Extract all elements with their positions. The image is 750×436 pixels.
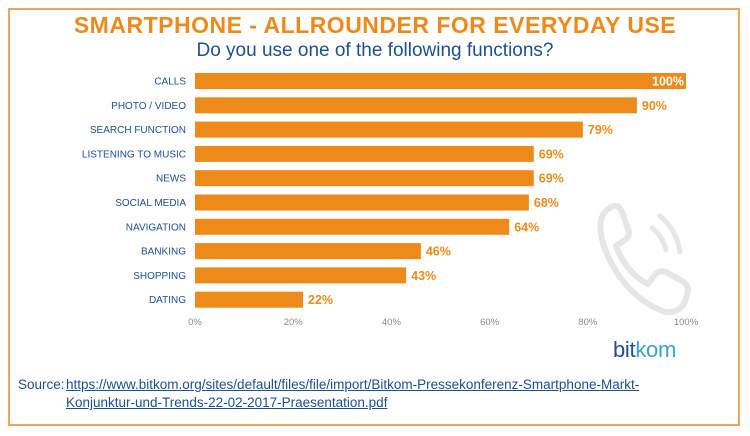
value-label: 79% xyxy=(588,123,613,137)
x-tick-label: 40% xyxy=(382,317,402,328)
category-label: BANKING xyxy=(141,247,186,258)
bar-0 xyxy=(195,73,686,89)
bar-6 xyxy=(195,218,510,235)
value-label: 22% xyxy=(308,293,333,307)
x-tick-label: 60% xyxy=(480,317,500,328)
phone-icon xyxy=(597,202,691,316)
source-label: Source: xyxy=(18,377,65,392)
chart-subtitle: Do you use one of the following function… xyxy=(196,40,554,61)
value-label: 68% xyxy=(534,196,559,210)
value-label: 69% xyxy=(539,147,564,161)
bar-5 xyxy=(195,194,529,211)
category-label: NAVIGATION xyxy=(126,222,186,233)
bar-1 xyxy=(195,97,637,114)
category-label: DATING xyxy=(149,295,186,306)
source-link[interactable]: https://www.bitkom.org/sites/default/fil… xyxy=(66,376,716,412)
source-link-line2: Konjunktur-und-Trends-22-02-2017-Praesen… xyxy=(66,395,388,410)
bar-9 xyxy=(195,291,304,308)
bitkom-logo: bitkom xyxy=(613,337,676,363)
logo-bit: bit xyxy=(613,337,636,362)
logo-kom: kom xyxy=(635,337,677,362)
category-label: CALLS xyxy=(154,77,186,88)
x-tick-label: 0% xyxy=(188,317,202,328)
value-label: 100% xyxy=(652,75,684,89)
chart-frame xyxy=(8,8,740,426)
value-label: 43% xyxy=(411,269,436,283)
category-label: SHOPPING xyxy=(133,271,186,282)
value-label: 69% xyxy=(539,172,564,186)
bar-4 xyxy=(195,170,534,187)
value-label: 90% xyxy=(642,99,667,113)
x-tick-label: 100% xyxy=(674,317,699,328)
chart-title: SMARTPHONE - ALLROUNDER FOR EVERYDAY USE xyxy=(73,12,677,38)
bar-7 xyxy=(195,243,421,260)
value-label: 46% xyxy=(426,245,451,259)
category-label: PHOTO / VIDEO xyxy=(111,101,186,112)
bar-3 xyxy=(195,145,534,162)
category-label: SOCIAL MEDIA xyxy=(115,198,186,209)
value-label: 64% xyxy=(514,220,539,234)
x-tick-label: 80% xyxy=(578,317,598,328)
bar-2 xyxy=(195,121,583,138)
bar-8 xyxy=(195,267,407,284)
category-label: NEWS xyxy=(156,174,186,185)
category-label: LISTENING TO MUSIC xyxy=(82,149,186,160)
source-link-line1: https://www.bitkom.org/sites/default/fil… xyxy=(66,377,640,392)
category-label: SEARCH FUNCTION xyxy=(90,125,186,136)
x-tick-label: 20% xyxy=(284,317,304,328)
